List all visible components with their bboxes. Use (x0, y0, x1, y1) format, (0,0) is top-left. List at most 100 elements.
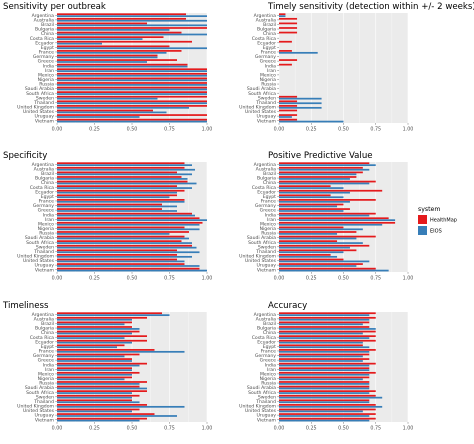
y-tick-label: Sweden (258, 394, 276, 400)
bar-eios (279, 223, 383, 226)
y-tick-label: India (265, 362, 276, 368)
legend-key-healthmap (418, 215, 427, 224)
bar-healthmap (57, 31, 182, 34)
bar-healthmap (57, 199, 185, 201)
bar-healthmap (279, 180, 376, 183)
bar-healthmap (279, 358, 370, 360)
bar-healthmap (279, 312, 376, 315)
bar-healthmap (279, 22, 298, 25)
bar-healthmap (57, 240, 182, 243)
bar-eios (57, 246, 197, 249)
bar-eios (57, 419, 140, 422)
bar-eios (57, 337, 125, 339)
bar-eios (279, 196, 344, 199)
bar-healthmap (57, 54, 158, 57)
bar-healthmap (57, 321, 132, 324)
bar-healthmap (57, 312, 162, 315)
bar-eios (279, 415, 370, 417)
bar-eios (57, 242, 192, 244)
bar-eios (57, 93, 207, 95)
x-tick-label: 0.50 (338, 426, 349, 432)
bar-eios (279, 205, 338, 208)
bar-healthmap (279, 27, 298, 29)
bar-eios (57, 29, 170, 31)
y-tick-label: Uruguay (256, 263, 276, 269)
bar-eios (57, 191, 177, 194)
bar-healthmap (279, 254, 331, 256)
y-tick-label: Russia (39, 381, 54, 387)
bar-eios (57, 214, 195, 217)
y-tick-label: Greece (38, 59, 55, 65)
y-tick-label: Thailand (255, 249, 276, 255)
bar-eios (279, 332, 363, 335)
bar-eios (279, 369, 370, 372)
panel-title: Specificity (3, 151, 47, 161)
y-tick-label: Nigeria (38, 226, 55, 232)
y-tick-label: Australia (256, 17, 277, 23)
bar-healthmap (57, 162, 185, 165)
bar-eios (57, 196, 170, 199)
bar-eios (57, 38, 143, 40)
bar-healthmap (279, 221, 396, 224)
y-tick-label: Saudi Arabia (25, 385, 54, 391)
x-tick-label: 0.75 (370, 127, 381, 133)
bar-healthmap (57, 114, 207, 116)
y-tick-label: United States (245, 408, 277, 414)
panel-title: Accuracy (268, 301, 307, 311)
bar-eios (57, 120, 207, 123)
bar-healthmap (279, 244, 370, 247)
bar-healthmap (57, 226, 185, 229)
bar-healthmap (279, 330, 376, 333)
y-tick-label: Nigeria (260, 376, 277, 382)
bar-healthmap (57, 212, 192, 215)
y-tick-label: Vietnam (257, 118, 277, 124)
bar-eios (279, 383, 370, 385)
bar-eios (57, 182, 197, 185)
bar-eios (279, 251, 344, 254)
panel-title: Timeliness (2, 301, 49, 311)
bar-eios (279, 51, 318, 54)
bar-eios (279, 341, 363, 344)
y-tick-label: Australia (34, 17, 55, 23)
y-tick-label: United States (23, 109, 55, 115)
x-tick-label: 0.25 (306, 426, 317, 432)
bar-healthmap (57, 36, 164, 39)
bar-eios (57, 178, 188, 180)
x-tick-label: 0.00 (52, 426, 63, 432)
bar-healthmap (57, 381, 147, 383)
bar-healthmap (279, 95, 298, 98)
bar-eios (279, 219, 396, 222)
bar-eios (279, 106, 322, 109)
x-tick-label: 0.50 (127, 426, 138, 432)
y-tick-label: Australia (34, 316, 55, 322)
y-tick-label: Costa Rica (30, 185, 54, 191)
y-tick-label: Costa Rica (252, 36, 276, 42)
bar-healthmap (57, 217, 200, 220)
bar-healthmap (279, 212, 376, 215)
y-tick-label: Mexico (260, 72, 276, 78)
y-tick-label: Nigeria (38, 376, 55, 382)
y-tick-label: Greece (260, 208, 277, 214)
y-tick-label: Argentina (254, 162, 277, 168)
x-tick-label: 0.75 (164, 426, 175, 432)
y-tick-label: Saudi Arabia (25, 235, 54, 241)
bar-eios (57, 97, 158, 100)
bar-healthmap (57, 208, 162, 210)
bar-eios (279, 182, 370, 185)
bar-healthmap (57, 344, 125, 347)
bar-healthmap (57, 362, 147, 365)
bar-eios (279, 392, 370, 394)
x-tick-label: 1.00 (202, 276, 213, 282)
y-tick-label: South Africa (26, 390, 54, 396)
bar-healthmap (57, 376, 132, 379)
y-tick-label: Egypt (263, 194, 276, 200)
bar-eios (279, 269, 389, 272)
y-tick-label: India (43, 362, 54, 368)
bar-eios (57, 106, 189, 109)
bar-eios (279, 116, 292, 118)
bar-healthmap (57, 385, 140, 388)
x-tick-label: 0.25 (89, 276, 100, 282)
bar-healthmap (279, 189, 383, 192)
x-tick-label: 0.75 (370, 426, 381, 432)
panel-5: TimelinessArgentinaAustraliaBrazilBulgar… (2, 301, 212, 432)
